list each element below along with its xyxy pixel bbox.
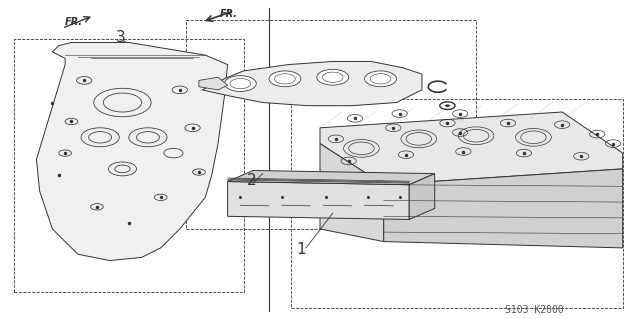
Bar	[14, 39, 244, 292]
Text: S103 K2000: S103 K2000	[505, 305, 564, 315]
Polygon shape	[228, 170, 435, 185]
Text: 1: 1	[296, 242, 306, 257]
Polygon shape	[202, 62, 422, 106]
Polygon shape	[320, 144, 384, 241]
Text: FR.: FR.	[65, 17, 83, 27]
Polygon shape	[384, 169, 623, 248]
Bar	[291, 99, 623, 308]
Text: FR.: FR.	[220, 9, 237, 19]
Polygon shape	[36, 42, 228, 261]
Text: 2: 2	[246, 173, 257, 188]
Text: 3: 3	[116, 31, 126, 46]
Polygon shape	[228, 182, 409, 219]
Circle shape	[317, 69, 349, 85]
Circle shape	[365, 71, 396, 87]
Circle shape	[225, 76, 256, 92]
Polygon shape	[320, 112, 623, 185]
Bar	[186, 20, 476, 229]
Polygon shape	[409, 174, 435, 219]
Circle shape	[445, 104, 450, 107]
Polygon shape	[199, 77, 228, 90]
Circle shape	[269, 71, 301, 87]
